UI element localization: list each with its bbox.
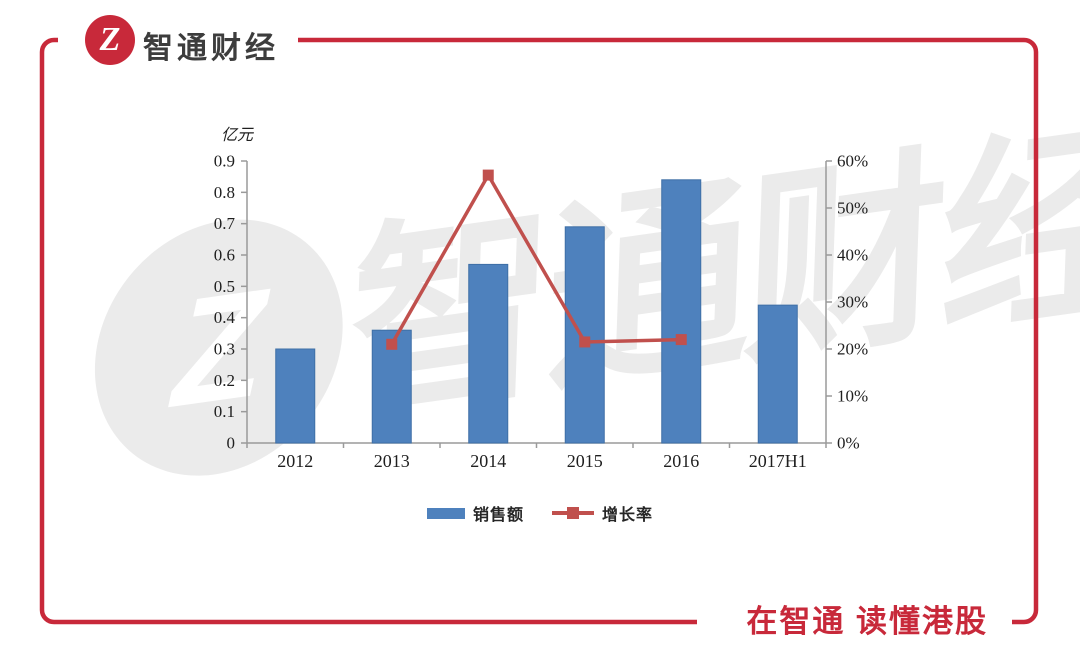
right-axis-tick-label: 20%	[837, 340, 868, 359]
left-axis-tick-label: 0.5	[214, 277, 235, 296]
x-axis-label-2015: 2015	[567, 451, 603, 471]
left-axis-tick-label: 0.6	[214, 246, 235, 265]
right-axis-tick-label: 40%	[837, 246, 868, 265]
right-axis-tick-label: 50%	[837, 199, 868, 218]
growth-marker-2016	[675, 334, 687, 346]
left-axis-tick-label: 0.9	[214, 152, 235, 171]
left-axis-tick-label: 0.7	[214, 214, 236, 233]
growth-marker-2013	[386, 338, 398, 350]
x-axis-label-2014: 2014	[470, 451, 506, 471]
left-axis-tick-label: 0.2	[214, 371, 235, 390]
bar-2015	[564, 226, 605, 444]
right-axis-tick-label: 30%	[837, 293, 868, 312]
legend-label-sales: 销售额	[472, 507, 524, 524]
left-axis-tick-label: 0.3	[214, 340, 235, 359]
frame-border-bottom-left-segment	[39, 37, 697, 625]
left-axis-tick-label: 0.8	[214, 183, 235, 202]
bar-2016	[661, 179, 702, 444]
bar-2012	[275, 348, 316, 444]
bar-2017H1	[757, 304, 798, 444]
zhitong-logo-icon: Z	[85, 15, 135, 65]
x-axis-label-2012: 2012	[277, 451, 313, 471]
right-axis-tick-label: 0%	[837, 434, 860, 453]
growth-marker-2014	[482, 169, 494, 181]
growth-line	[390, 171, 682, 346]
x-axis-label-2013: 2013	[374, 451, 410, 471]
brand-name: 智通财经	[143, 32, 279, 65]
chart-legend: 销售额 增长率	[0, 501, 1080, 525]
left-axis-tick-label: 0.4	[214, 308, 236, 327]
legend-label-growth: 增长率	[602, 507, 654, 524]
legend-bar-swatch-icon	[426, 507, 465, 519]
frame-border-top-right-segment	[298, 37, 1039, 625]
x-axis-label-2016: 2016	[663, 451, 699, 471]
growth-marker-2015	[579, 336, 591, 348]
left-axis-tick-label: 0	[227, 434, 236, 453]
right-axis-tick-label: 60%	[837, 152, 868, 171]
x-axis-label-2017H1: 2017H1	[749, 451, 807, 471]
right-axis-tick-label: 10%	[837, 387, 868, 406]
bar-2014	[468, 263, 509, 444]
brand-slogan: 在智通 读懂港股	[746, 604, 988, 639]
left-axis-tick-label: 0.1	[214, 402, 235, 421]
left-axis-title: 亿元	[221, 126, 255, 144]
zhitong-logo-glyph: Z	[99, 21, 121, 58]
legend-line-swatch-icon	[552, 507, 594, 519]
